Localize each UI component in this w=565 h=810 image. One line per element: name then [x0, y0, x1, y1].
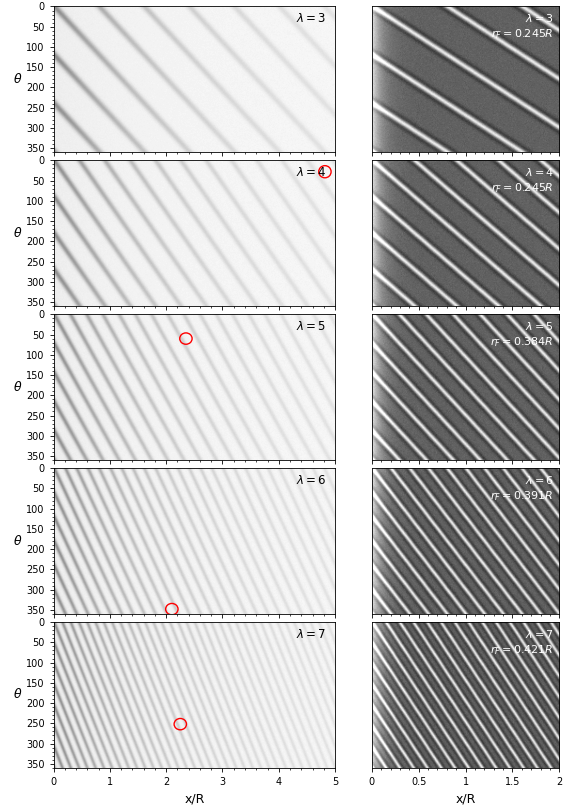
Text: $\lambda = 7$: $\lambda = 7$	[296, 628, 327, 641]
Y-axis label: θ: θ	[14, 227, 21, 240]
Y-axis label: θ: θ	[14, 381, 21, 394]
Text: $\lambda = 6$
$r_F = 0.391R$: $\lambda = 6$ $r_F = 0.391R$	[490, 474, 554, 503]
Text: $\lambda = 5$
$r_F = 0.384R$: $\lambda = 5$ $r_F = 0.384R$	[490, 320, 554, 349]
Text: $\lambda = 4$: $\lambda = 4$	[296, 166, 327, 179]
Y-axis label: θ: θ	[14, 535, 21, 548]
Text: $\lambda = 3$: $\lambda = 3$	[296, 12, 327, 25]
X-axis label: x/R: x/R	[184, 792, 205, 805]
Y-axis label: θ: θ	[14, 688, 21, 701]
Text: $\lambda = 5$: $\lambda = 5$	[296, 320, 327, 333]
Text: $\lambda = 3$
$r_F = 0.245R$: $\lambda = 3$ $r_F = 0.245R$	[492, 12, 554, 41]
Text: $\lambda = 6$: $\lambda = 6$	[296, 474, 327, 487]
X-axis label: x/R: x/R	[455, 792, 476, 805]
Text: $\lambda = 4$
$r_F = 0.245R$: $\lambda = 4$ $r_F = 0.245R$	[492, 166, 554, 195]
Y-axis label: θ: θ	[14, 73, 21, 86]
Text: $\lambda = 7$
$r_F = 0.421R$: $\lambda = 7$ $r_F = 0.421R$	[490, 628, 554, 657]
